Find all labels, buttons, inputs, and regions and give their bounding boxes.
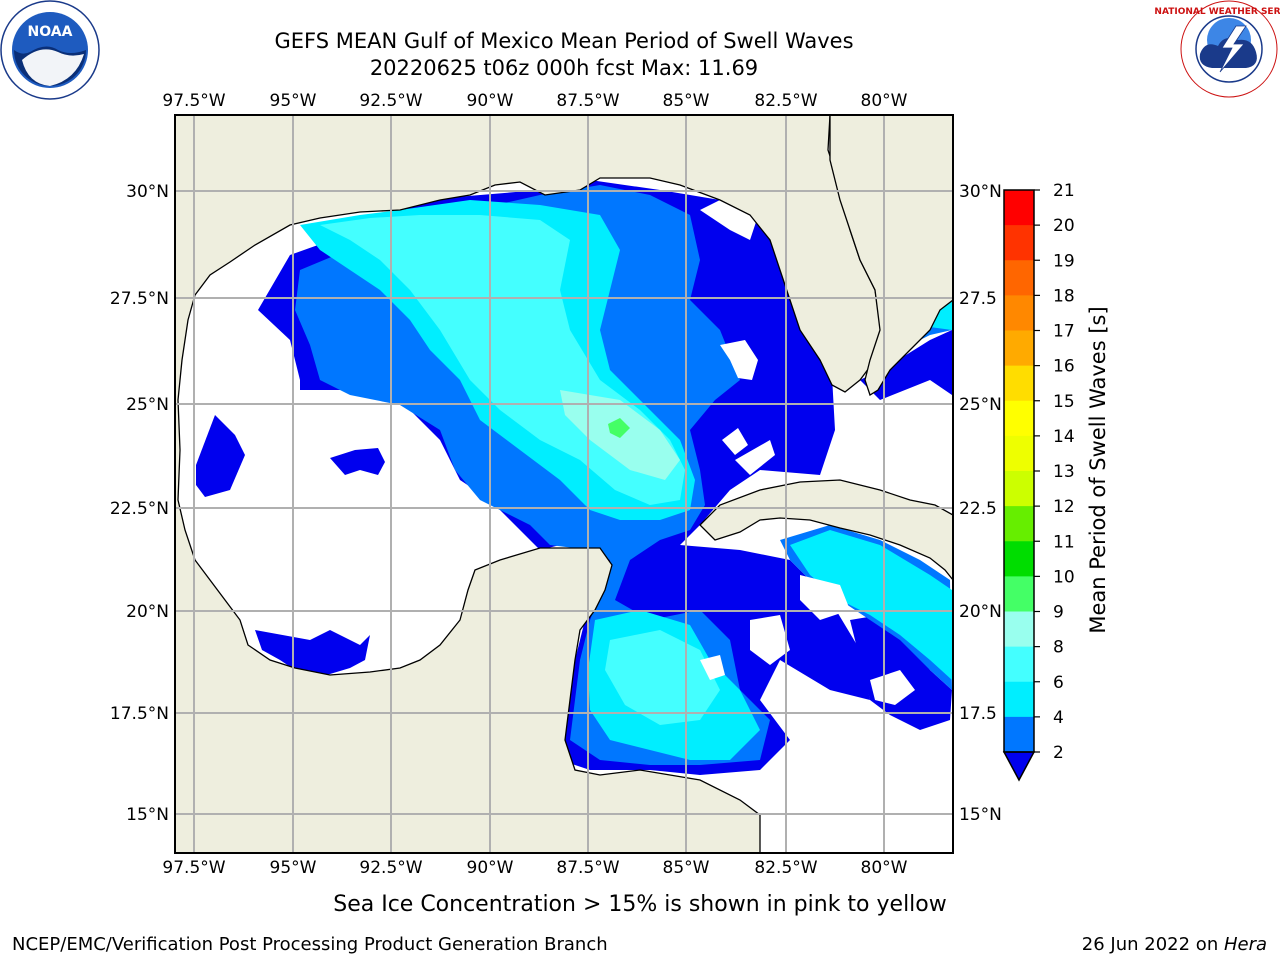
colorbar-tick-label: 6: [1053, 673, 1064, 693]
colorbar-tick-label: 15: [1053, 392, 1075, 412]
chart-title: GEFS MEAN Gulf of Mexico Mean Period of …: [274, 29, 853, 53]
top-lon-labels: 97.5°W 95°W 92.5°W 90°W 87.5°W 85°W 82.5…: [162, 91, 907, 111]
colorbar-tick-label: 12: [1053, 497, 1075, 517]
colorbar-tick-label: 14: [1053, 427, 1075, 447]
bottom-lon-label: 85°W: [663, 858, 710, 878]
colorbar-label: Mean Period of Swell Waves [s]: [1086, 306, 1110, 633]
colorbar-swatches: [1002, 189, 1036, 782]
colorbar-swatch: [1004, 260, 1034, 296]
colorbar-swatch: [1004, 400, 1034, 437]
bottom-lon-label: 82.5°W: [754, 858, 817, 878]
right-lat-label: 15°N: [959, 805, 1002, 825]
left-lat-label: 27.5°N: [110, 289, 169, 309]
map-frame: [174, 114, 954, 854]
nws-ring-text: NATIONAL WEATHER SERVICE: [1154, 7, 1280, 17]
noaa-logo: NOAA: [0, 0, 100, 100]
top-lon-label: 87.5°W: [556, 91, 619, 111]
bottom-lon-label: 90°W: [467, 858, 514, 878]
colorbar-tick-label: 21: [1053, 181, 1075, 201]
colorbar-tick-label: 8: [1053, 638, 1064, 658]
top-lon-label: 80°W: [861, 91, 908, 111]
colorbar-swatch: [1004, 365, 1034, 402]
top-lon-label: 92.5°W: [359, 91, 422, 111]
land: [175, 115, 953, 853]
top-lon-label: 97.5°W: [162, 91, 225, 111]
date-text: 26 Jun 2022 on: [1082, 934, 1224, 955]
colorbar: 21 20 19 18 17 16 15 14 13 12 11 10 9 8 6 4 2: [1002, 181, 1075, 782]
top-lon-label: 90°W: [467, 91, 514, 111]
colorbar-tick-label: 13: [1053, 462, 1075, 482]
bottom-lon-label: 87.5°W: [556, 858, 619, 878]
colorbar-swatch: [1004, 330, 1034, 367]
colorbar-swatch: [1004, 435, 1034, 472]
colorbar-tick-label: 19: [1053, 251, 1075, 271]
colorbar-swatch: [1004, 471, 1034, 507]
map-area: [175, 115, 953, 853]
colorbar-tick-label: 20: [1053, 216, 1075, 236]
top-lon-label: 85°W: [663, 91, 710, 111]
colorbar-swatch: [1004, 611, 1034, 648]
colorbar-swatch: [1004, 225, 1034, 261]
date-line: 26 Jun 2022 on Hera: [1082, 934, 1267, 955]
colorbar-tick-label: 11: [1053, 532, 1075, 552]
noaa-logo-text: NOAA: [28, 24, 73, 40]
colorbar-tick-label: 9: [1053, 603, 1064, 623]
gridlines: [175, 115, 953, 853]
right-lat-label: 22.5: [959, 499, 997, 519]
colorbar-swatch: [1004, 576, 1034, 612]
colorbar-tick-label: 2: [1053, 743, 1064, 763]
colorbar-swatch: [1004, 190, 1034, 226]
right-lat-label: 20°N: [959, 602, 1002, 622]
colorbar-tick-label: 17: [1053, 322, 1075, 342]
right-lat-label: 17.5: [959, 704, 997, 724]
bottom-lon-labels: 97.5°W 95°W 92.5°W 90°W 87.5°W 85°W 82.5…: [162, 858, 907, 878]
colorbar-swatch: [1004, 541, 1034, 577]
bottom-lon-label: 95°W: [270, 858, 317, 878]
left-lat-label: 30°N: [126, 182, 169, 202]
colorbar-ticks: 21 20 19 18 17 16 15 14 13 12 11 10 9 8 6 4 2: [1034, 181, 1075, 763]
colorbar-swatch: [1004, 295, 1034, 331]
top-lon-label: 95°W: [270, 91, 317, 111]
nws-logo: NATIONAL WEATHER SERVICE: [1154, 0, 1280, 98]
sea-ice-note: Sea Ice Concentration > 15% is shown in …: [333, 892, 947, 917]
bottom-lon-label: 97.5°W: [162, 858, 225, 878]
right-lat-labels: 30°N 27.5 25°N 22.5 20°N 17.5 15°N: [959, 182, 1002, 825]
colorbar-extend-triangle: [1002, 751, 1036, 782]
left-lat-label: 20°N: [126, 602, 169, 622]
left-lat-labels: 30°N 27.5°N 25°N 22.5°N 20°N 17.5°N 15°N: [110, 182, 169, 825]
left-lat-label: 15°N: [126, 805, 169, 825]
machine-name: Hera: [1224, 934, 1267, 955]
right-lat-label: 25°N: [959, 395, 1002, 415]
colorbar-tick-label: 18: [1053, 286, 1075, 306]
colorbar-swatch: [1004, 506, 1034, 542]
top-lon-label: 82.5°W: [754, 91, 817, 111]
credit-text: NCEP/EMC/Verification Post Processing Pr…: [12, 934, 608, 955]
colorbar-tick-label: 4: [1053, 708, 1064, 728]
right-lat-label: 27.5: [959, 289, 997, 309]
colorbar-swatch: [1004, 646, 1034, 683]
colorbar-swatch: [1004, 681, 1034, 718]
colorbar-tick-label: 16: [1053, 357, 1075, 377]
right-lat-label: 30°N: [959, 182, 1002, 202]
bottom-lon-label: 80°W: [861, 858, 908, 878]
colorbar-swatch: [1004, 716, 1034, 753]
colorbar-tick-label: 10: [1053, 567, 1075, 587]
left-lat-label: 22.5°N: [110, 499, 169, 519]
left-lat-label: 17.5°N: [110, 704, 169, 724]
chart-subtitle: 20220625 t06z 000h fcst Max: 11.69: [370, 56, 758, 80]
left-lat-label: 25°N: [126, 395, 169, 415]
bottom-lon-label: 92.5°W: [359, 858, 422, 878]
